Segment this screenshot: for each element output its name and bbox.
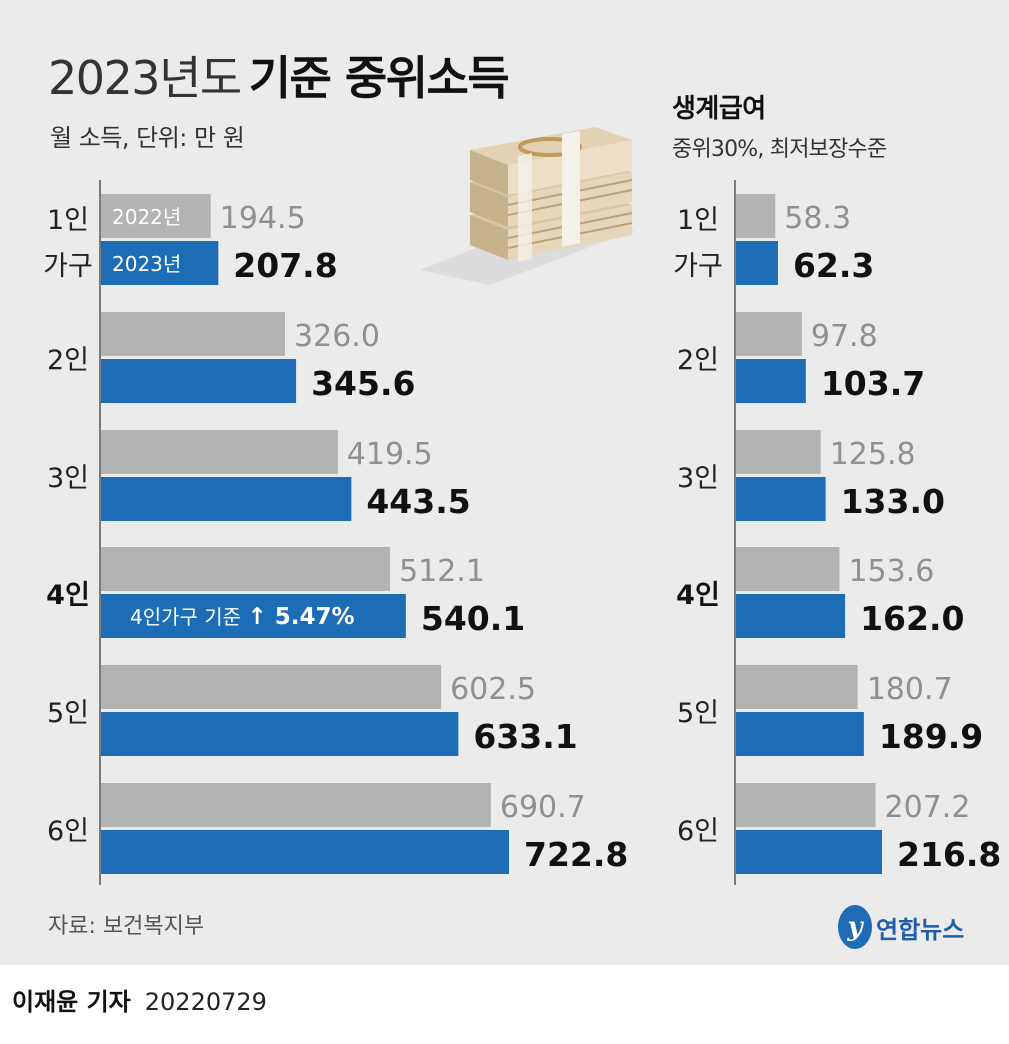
median-value-2023: 540.1	[421, 599, 525, 638]
livelihood-bar-2023	[736, 241, 778, 285]
median-value-2022: 690.7	[500, 790, 586, 825]
median-value-2023: 443.5	[366, 482, 470, 521]
livelihood-category-label-line2: 가구	[673, 251, 723, 282]
median-value-2022: 194.5	[220, 201, 306, 236]
median-value-2022: 326.0	[294, 319, 380, 354]
livelihood-category-label: 5인	[677, 698, 719, 729]
livelihood-bar-2022	[736, 312, 802, 356]
median-bar-2023	[101, 594, 406, 638]
livelihood-bar-2022	[736, 547, 840, 591]
livelihood-category-label: 2인	[677, 345, 719, 376]
median-category-label: 2인	[47, 345, 89, 376]
logo-text: 연합뉴스	[876, 915, 965, 944]
median-bar-2023	[101, 359, 297, 403]
right-chart-subtitle: 중위30%, 최저보장수준	[672, 137, 887, 162]
livelihood-value-2023: 162.0	[860, 599, 964, 638]
reporter-name: 이재윤 기자	[12, 988, 131, 1016]
median-category-label: 3인	[47, 463, 89, 494]
title-year: 2023년도	[48, 51, 242, 105]
title-main: 기준 중위소득	[248, 51, 510, 105]
median-value-2022: 512.1	[399, 554, 485, 589]
median-bar-2022	[101, 547, 391, 591]
livelihood-value-2022: 180.7	[867, 672, 953, 707]
annotation-change: ↑ 5.47%	[247, 604, 354, 630]
median-value-2023: 722.8	[524, 835, 628, 874]
right-chart-title: 생계급여	[672, 94, 766, 124]
yonhap-logo: y 연합뉴스	[838, 905, 964, 951]
median-bar-2022	[101, 194, 211, 238]
legend-2022: 2022년	[112, 205, 181, 229]
annotation-label: 4인가구 기준 ↑ 5.47%	[130, 604, 355, 630]
median-bar-2022	[101, 665, 442, 709]
chart-title: 2023년도 기준 중위소득	[48, 42, 510, 108]
median-bar-2023	[101, 830, 509, 874]
livelihood-value-2022: 153.6	[848, 554, 934, 589]
median-value-2022: 602.5	[450, 672, 536, 707]
livelihood-bar-2022	[736, 783, 876, 827]
legend-2023: 2023년	[112, 252, 181, 276]
livelihood-category-label: 6인	[677, 816, 719, 847]
median-category-label: 4인	[46, 580, 90, 611]
livelihood-value-2022: 58.3	[784, 201, 851, 236]
livelihood-value-2022: 125.8	[830, 437, 916, 472]
livelihood-bar-2022	[736, 430, 821, 474]
median-bar-2023	[101, 477, 352, 521]
median-category-label-line2: 가구	[43, 251, 93, 282]
livelihood-value-2023: 62.3	[793, 246, 874, 285]
livelihood-value-2023: 133.0	[841, 482, 945, 521]
median-value-2023: 345.6	[311, 364, 415, 403]
livelihood-bar-2023	[736, 712, 864, 756]
median-category-label: 1인	[47, 205, 89, 236]
median-value-2023: 207.8	[233, 246, 337, 285]
livelihood-value-2022: 207.2	[885, 790, 971, 825]
annotation-text: 4인가구 기준	[130, 605, 247, 629]
median-bar-2023	[101, 712, 459, 756]
median-category-label: 6인	[47, 816, 89, 847]
livelihood-value-2023: 103.7	[821, 364, 925, 403]
source-note: 자료: 보건복지부	[48, 914, 205, 939]
livelihood-bar-2022	[736, 194, 776, 238]
median-value-2022: 419.5	[347, 437, 433, 472]
livelihood-category-label: 4인	[676, 580, 720, 611]
publish-date: 20220729	[144, 988, 267, 1016]
livelihood-bar-2023	[736, 594, 846, 638]
logo-mark: y	[838, 905, 872, 949]
median-bar-2023	[101, 241, 219, 285]
byline: 이재윤 기자 20220729	[12, 982, 267, 1017]
median-value-2023: 633.1	[473, 717, 577, 756]
livelihood-bar-2022	[736, 665, 858, 709]
median-bar-2022	[101, 430, 338, 474]
livelihood-value-2023: 189.9	[879, 717, 983, 756]
median-category-label: 5인	[47, 698, 89, 729]
chart-subtitle: 월 소득, 단위: 만 원	[50, 124, 245, 152]
livelihood-category-label: 1인	[677, 205, 719, 236]
money-stack-illustration	[420, 127, 635, 285]
livelihood-bar-2023	[736, 477, 826, 521]
median-bar-2022	[101, 312, 286, 356]
median-bar-2022	[101, 783, 491, 827]
livelihood-value-2022: 97.8	[811, 319, 878, 354]
livelihood-category-label: 3인	[677, 463, 719, 494]
livelihood-bar-2023	[736, 359, 806, 403]
livelihood-value-2023: 216.8	[897, 835, 1001, 874]
livelihood-bar-2023	[736, 830, 882, 874]
